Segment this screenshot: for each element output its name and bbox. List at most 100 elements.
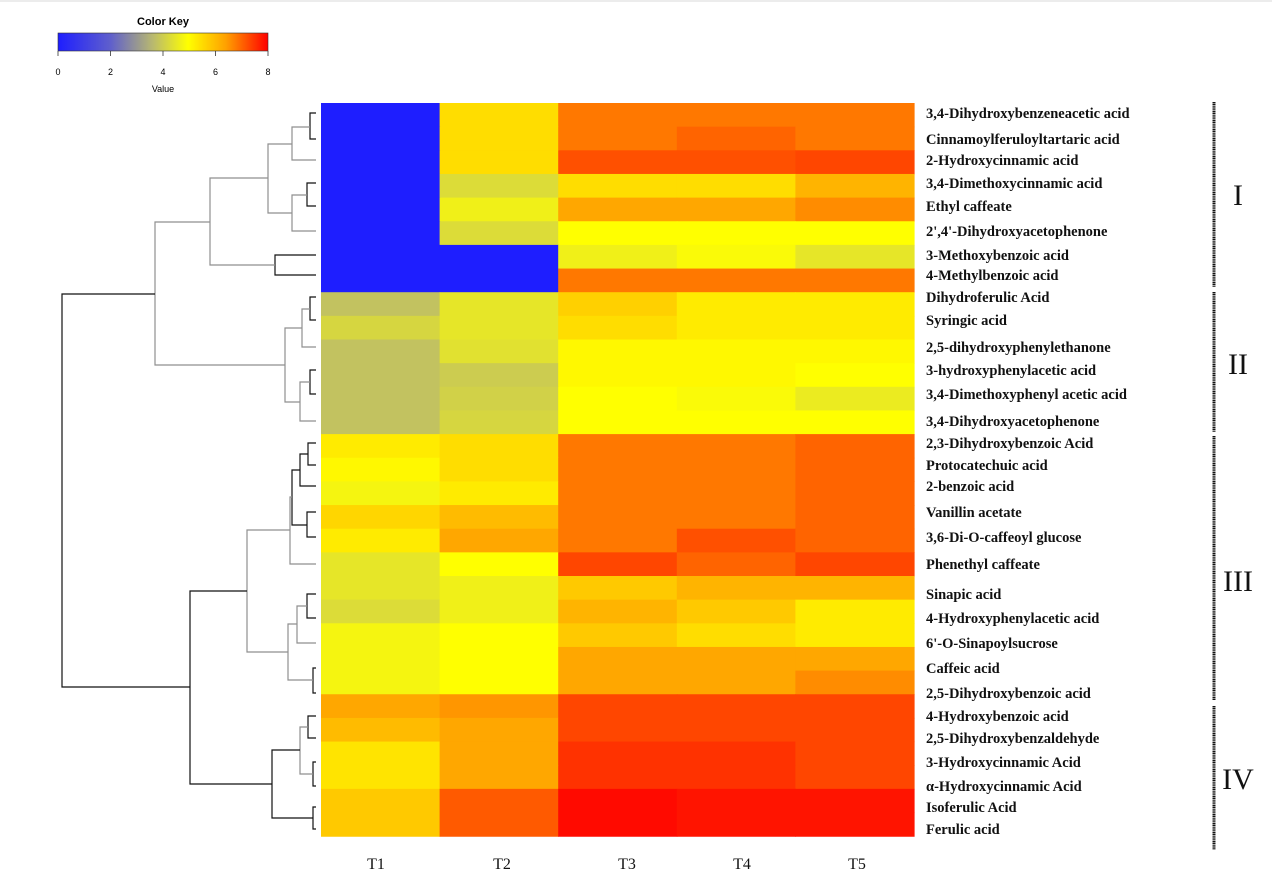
- heatmap-cell: [321, 292, 441, 317]
- column-label: T4: [733, 856, 751, 873]
- heatmap-cell: [439, 173, 559, 199]
- heatmap-cell: [321, 670, 441, 695]
- row-label: Dihydroferulic Acid: [926, 290, 1049, 306]
- heatmap-cell: [795, 481, 915, 506]
- heatmap-cell: [439, 221, 559, 246]
- color-key-tick-label: 8: [265, 67, 270, 77]
- heatmap-cell: [795, 150, 915, 175]
- heatmap-cell: [676, 670, 796, 695]
- row-label: Phenethyl caffeate: [926, 557, 1041, 573]
- dendrogram-branch: [61, 293, 190, 688]
- heatmap-cell: [321, 599, 441, 624]
- color-key-ticks: 0 2 4 6 8: [55, 51, 271, 77]
- heatmap-cell: [795, 339, 915, 364]
- heatmap-cell: [321, 505, 441, 530]
- heatmap-cell: [676, 244, 796, 270]
- heatmap-cell: [439, 457, 559, 482]
- heatmap-cell: [795, 197, 915, 222]
- heatmap-cell: [439, 765, 559, 790]
- heatmap-cell: [676, 363, 796, 388]
- row-label: 2,3-Dihydroxybenzoic Acid: [926, 436, 1093, 452]
- heatmap-cell: [321, 150, 441, 175]
- heatmap-cell: [439, 528, 559, 553]
- heatmap-cell: [795, 103, 915, 128]
- heatmap-cell: [795, 623, 915, 648]
- dendrogram-branch: [306, 593, 316, 619]
- heatmap-cell: [676, 410, 796, 435]
- heatmap-cell: [439, 103, 559, 128]
- heatmap-cell: [321, 741, 441, 766]
- column-labels: T1 T2 T3 T4 T5: [367, 856, 866, 873]
- heatmap-cell: [676, 812, 796, 837]
- heatmap-cell: [676, 126, 796, 151]
- heatmap-cell: [558, 410, 678, 435]
- row-label: 2,5-Dihydroxybenzoic acid: [926, 686, 1091, 702]
- heatmap-cell: [439, 386, 559, 412]
- heatmap-cell: [321, 457, 441, 482]
- cluster-label: IV: [1222, 763, 1254, 796]
- heatmap-cell: [558, 623, 678, 648]
- heatmap-cell: [439, 646, 559, 672]
- dendrogram-branch: [299, 726, 313, 775]
- row-label: 4-Hydroxybenzoic acid: [926, 709, 1069, 725]
- heatmap-cell: [558, 694, 678, 719]
- heatmap-cell: [558, 434, 678, 459]
- row-label: Syringic acid: [926, 313, 1007, 329]
- heatmap-cell: [676, 788, 796, 814]
- heatmap-cell: [321, 646, 441, 672]
- heatmap-cell: [676, 173, 796, 199]
- heatmap-cell: [558, 576, 678, 601]
- heatmap-cell: [676, 481, 796, 506]
- dendrogram-branch: [309, 112, 316, 140]
- heatmap-cell: [676, 315, 796, 341]
- heatmap-cell: [558, 221, 678, 246]
- heatmap-cell: [558, 788, 678, 814]
- row-label: 3-Methoxybenzoic acid: [926, 248, 1069, 264]
- row-label: Ferulic acid: [926, 822, 1000, 838]
- heatmap-cell: [795, 528, 915, 553]
- heatmap-cell: [676, 221, 796, 246]
- heatmap-cell: [439, 434, 559, 459]
- dendrogram-branch: [309, 296, 316, 321]
- heatmap-cell: [558, 363, 678, 388]
- heatmap-cell: [558, 481, 678, 506]
- heatmap-cell: [558, 268, 678, 293]
- heatmap-cell: [558, 173, 678, 199]
- heatmap-cell: [439, 197, 559, 222]
- heatmap-cell: [439, 694, 559, 719]
- dendrogram-branch: [291, 126, 316, 161]
- heatmap-cell: [321, 623, 441, 648]
- heatmap-cell: [439, 599, 559, 624]
- heatmap-cell: [321, 694, 441, 719]
- heatmap-cell: [676, 268, 796, 293]
- heatmap-cell: [558, 812, 678, 837]
- row-label: Ethyl caffeate: [926, 199, 1012, 215]
- heatmap-cell: [439, 150, 559, 175]
- heatmap-cell: [558, 103, 678, 128]
- row-label: 3-hydroxyphenylacetic acid: [926, 363, 1096, 379]
- row-label: 3,6-Di-O-caffeoyl glucose: [926, 530, 1082, 546]
- row-label: 2-Hydroxycinnamic acid: [926, 153, 1078, 169]
- row-label: 3-Hydroxycinnamic Acid: [926, 755, 1081, 771]
- heatmap-cell: [676, 717, 796, 743]
- row-label: 4-Hydroxyphenylacetic acid: [926, 611, 1099, 627]
- dendrogram-branch: [274, 254, 316, 276]
- row-label: Caffeic acid: [926, 661, 1000, 677]
- row-label: 2,5-dihydroxyphenylethanone: [926, 340, 1111, 356]
- row-label: 3,4-Dihydroxybenzeneacetic acid: [926, 106, 1130, 122]
- color-key-xlabel: Value: [152, 84, 174, 94]
- heatmap-cell: [321, 363, 441, 388]
- dendrogram-branch: [307, 442, 316, 466]
- row-label: 3,4-Dimethoxycinnamic acid: [926, 176, 1102, 192]
- heatmap-cell: [676, 623, 796, 648]
- heatmap-cell: [676, 505, 796, 530]
- dendrogram-branch: [306, 182, 316, 207]
- heatmap-cell: [676, 457, 796, 482]
- heatmap-cell: [795, 386, 915, 412]
- dendrogram-branch: [312, 806, 316, 830]
- heatmap-cell: [558, 457, 678, 482]
- heatmap-cell: [795, 599, 915, 624]
- column-label: T2: [493, 856, 511, 873]
